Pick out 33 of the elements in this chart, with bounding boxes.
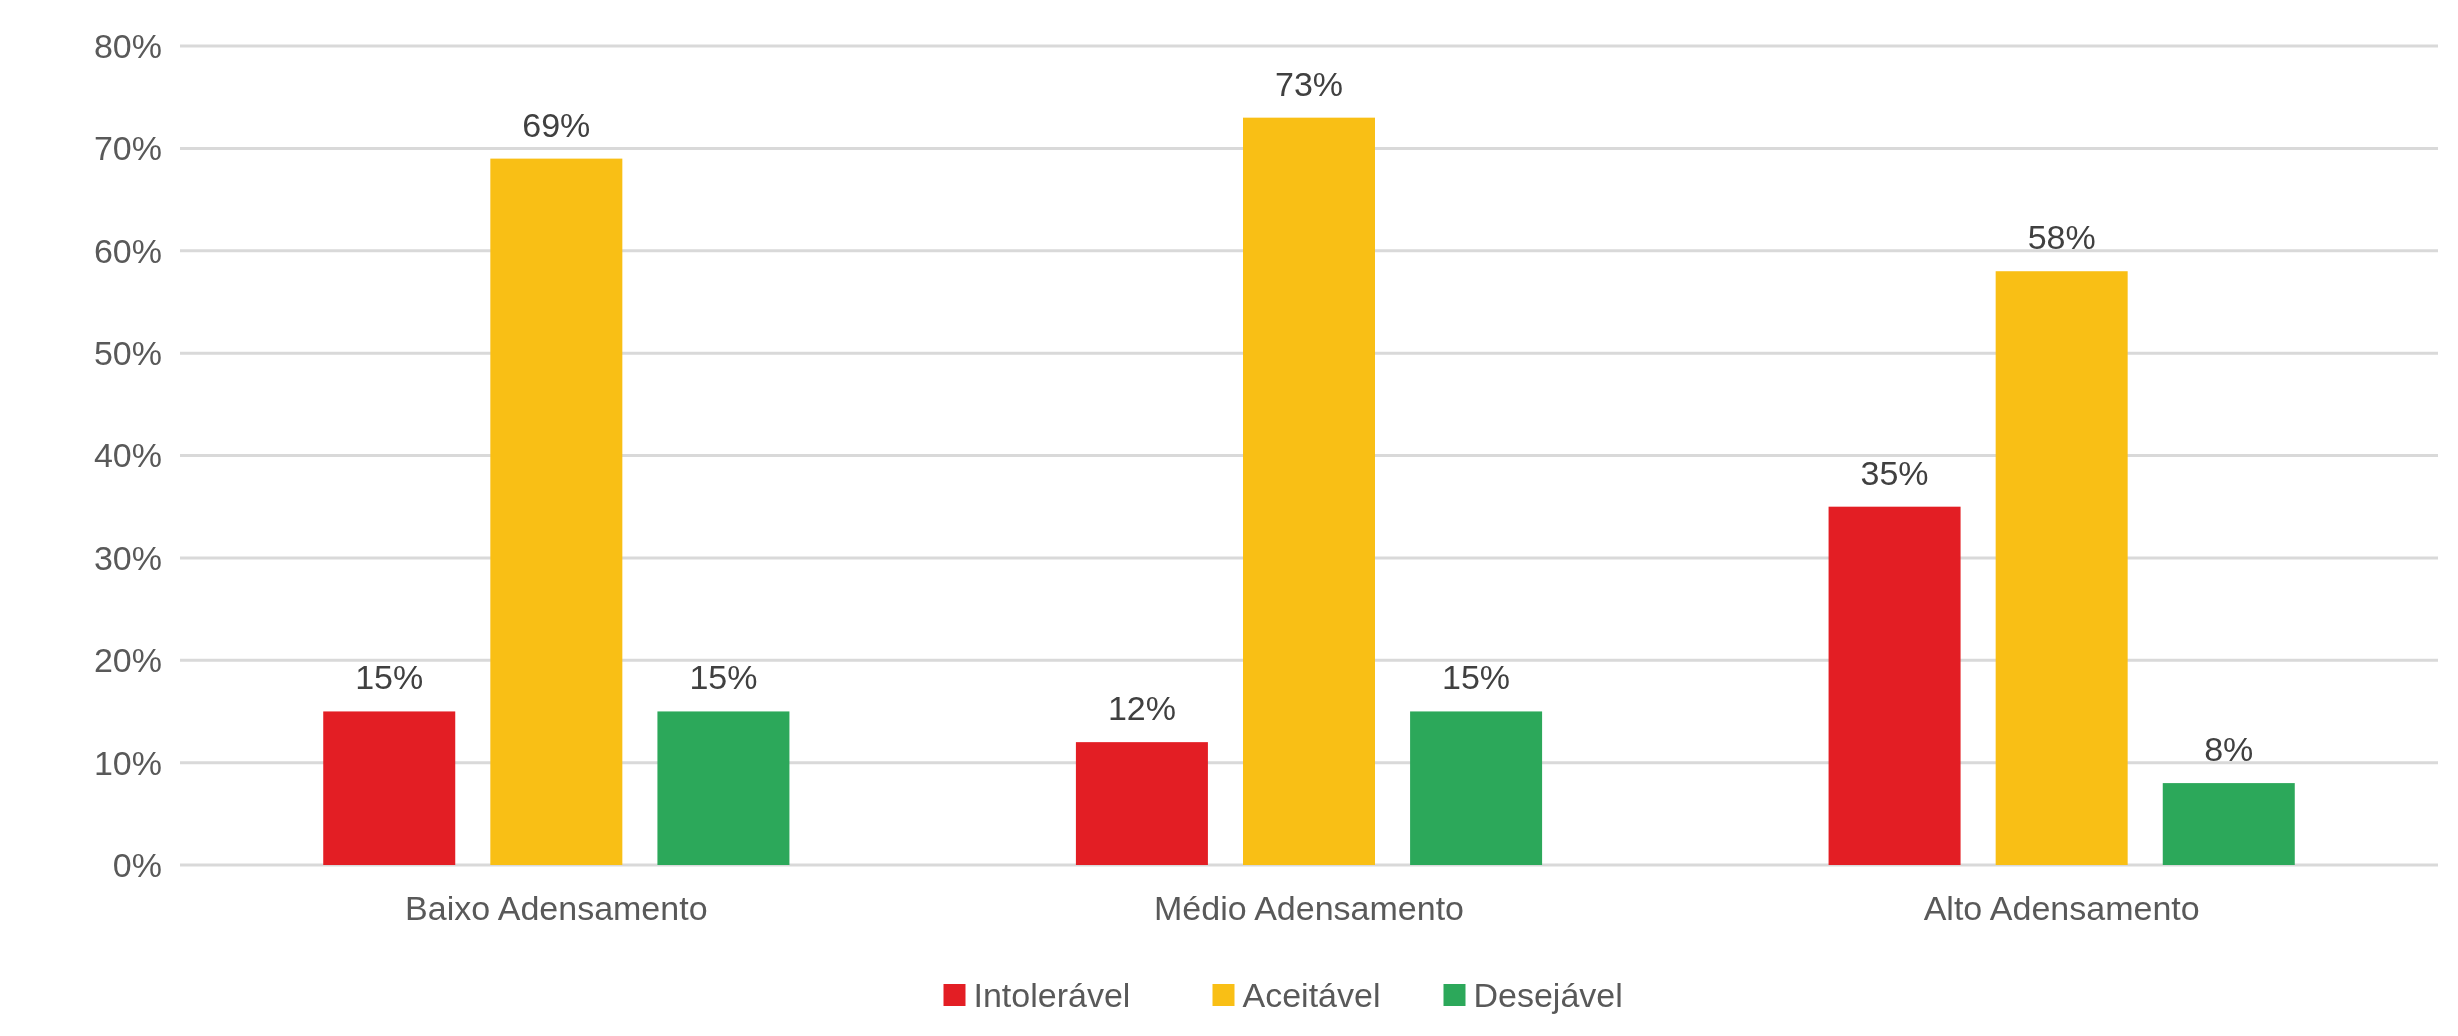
- legend-label: Aceitável: [1242, 975, 1381, 1014]
- y-tick-label: 30%: [93, 538, 162, 577]
- bar: [1828, 506, 1961, 865]
- data-label: 58%: [2027, 218, 2096, 257]
- legend-label: Desejável: [1473, 975, 1623, 1014]
- bar: [323, 711, 456, 865]
- y-tick-label: 40%: [93, 436, 162, 475]
- data-label: 15%: [1442, 658, 1511, 697]
- x-tick-label: Médio Adensamento: [1154, 889, 1464, 927]
- y-tick-label: 10%: [93, 743, 162, 782]
- data-label: 15%: [689, 658, 758, 697]
- legend-label: Intolerável: [973, 975, 1131, 1014]
- bar: [2162, 783, 2295, 865]
- x-tick-label: Alto Adensamento: [1923, 889, 2200, 927]
- data-label: 35%: [1860, 453, 1929, 492]
- y-tick-label: 50%: [93, 334, 162, 373]
- data-label: 73%: [1274, 64, 1344, 103]
- bar: [1410, 711, 1543, 865]
- data-label: 15%: [355, 658, 424, 697]
- bar: [1995, 271, 2128, 865]
- y-tick-label: 80%: [93, 26, 162, 65]
- bar: [1075, 742, 1208, 865]
- y-tick-label: 0%: [112, 845, 162, 884]
- y-tick-label: 70%: [93, 129, 162, 168]
- data-label: 8%: [2204, 730, 2254, 769]
- data-label: 12%: [1107, 689, 1176, 728]
- y-tick-label: 20%: [93, 641, 162, 680]
- data-label: 69%: [522, 105, 591, 144]
- bar: [1243, 117, 1375, 865]
- bar: [490, 158, 623, 865]
- bar: [657, 711, 790, 865]
- x-tick-label: Baixo Adensamento: [405, 889, 708, 927]
- y-tick-label: 60%: [93, 231, 162, 270]
